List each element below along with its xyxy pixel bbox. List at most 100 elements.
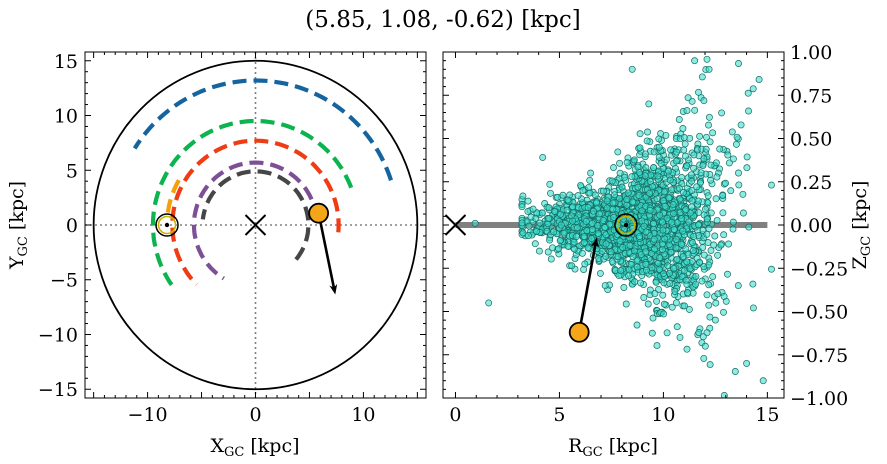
star-point — [636, 130, 644, 138]
star-point — [672, 299, 680, 307]
star-point — [719, 192, 727, 200]
star-point — [744, 89, 752, 97]
star-point — [749, 280, 757, 288]
star-point — [718, 109, 726, 117]
star-point — [636, 232, 644, 240]
star-point — [699, 244, 707, 251]
star-point — [663, 329, 671, 337]
star-point — [599, 187, 607, 195]
star-point — [683, 162, 691, 170]
star-point — [622, 300, 630, 308]
star-point — [682, 276, 690, 284]
star-point — [731, 368, 739, 375]
star-point — [660, 269, 667, 277]
right-xtick-label: 15 — [755, 404, 779, 426]
star-point — [707, 176, 715, 184]
star-point — [707, 246, 715, 254]
star-point — [631, 278, 639, 286]
star-point — [679, 227, 687, 235]
star-point — [544, 248, 552, 256]
star-point — [588, 235, 596, 243]
right-galactic-center-marker — [444, 214, 467, 236]
star-point — [719, 209, 727, 217]
star-point — [679, 253, 687, 261]
right-ytick-label: −0.75 — [790, 345, 848, 367]
star-point — [625, 272, 633, 280]
star-point — [634, 163, 642, 171]
star-point — [695, 221, 702, 229]
star-point — [609, 205, 617, 213]
star-point — [713, 216, 721, 224]
star-point — [606, 220, 614, 228]
star-point — [630, 156, 638, 164]
star-point — [709, 129, 717, 137]
star-point — [623, 158, 631, 166]
star-point — [675, 116, 683, 123]
star-point — [685, 218, 693, 226]
star-point — [536, 219, 544, 227]
star-point — [644, 128, 651, 136]
star-point — [620, 284, 628, 291]
star-point — [720, 231, 728, 239]
star-point — [685, 305, 693, 313]
star-point — [591, 191, 599, 199]
star-point — [720, 292, 728, 300]
left-ytick-label: 0 — [66, 215, 78, 237]
star-point — [739, 209, 747, 217]
star-point — [635, 191, 643, 199]
spiral-arm-5 — [191, 160, 319, 281]
right-xlabel: RGC [kpc] — [568, 435, 658, 460]
star-point — [636, 144, 644, 152]
star-point — [649, 183, 656, 191]
star-point — [717, 241, 725, 249]
star-point — [545, 215, 552, 222]
star-point — [692, 273, 700, 280]
star-point — [609, 199, 617, 207]
star-point — [661, 235, 669, 243]
star-point — [586, 176, 594, 184]
star-point — [695, 88, 702, 96]
star-point — [539, 153, 547, 161]
star-point — [702, 145, 710, 153]
star-point — [755, 76, 763, 83]
star-point — [743, 359, 751, 367]
star-point — [670, 264, 678, 272]
star-point — [603, 197, 611, 205]
star-point — [722, 179, 729, 187]
star-point — [716, 145, 724, 153]
star-point — [768, 181, 775, 189]
star-point — [629, 198, 637, 206]
star-point — [675, 184, 683, 192]
star-point — [705, 121, 712, 129]
star-point — [527, 213, 535, 221]
star-point — [660, 300, 668, 308]
star-cloud — [471, 55, 775, 398]
star-point — [559, 191, 567, 199]
star-point — [656, 254, 664, 262]
star-point — [749, 85, 757, 93]
star-point — [628, 65, 636, 73]
star-point — [645, 100, 653, 108]
right-velocity-arrow — [577, 237, 599, 333]
star-point — [651, 290, 659, 298]
star-point — [547, 255, 555, 263]
star-point — [706, 313, 714, 321]
star-point — [648, 264, 656, 272]
star-point — [739, 397, 742, 398]
left-panel: −10 0 10 −15 −10 −5 0 5 10 15 XGC [kpc] YGC [kpc] — [6, 51, 427, 460]
star-point — [630, 247, 638, 255]
star-point — [729, 218, 737, 226]
star-point — [712, 299, 720, 307]
star-point — [579, 187, 587, 194]
star-point — [704, 199, 712, 207]
left-xtick-label: 10 — [351, 404, 375, 426]
right-ytick-label: −0.50 — [790, 302, 848, 324]
star-point — [672, 244, 680, 252]
right-ytick-label: 0.75 — [790, 85, 832, 107]
star-point — [659, 218, 666, 226]
left-xtick-label: 0 — [249, 404, 261, 426]
star-point — [642, 248, 650, 256]
star-point — [518, 203, 526, 211]
star-point — [732, 140, 740, 148]
star-point — [649, 314, 657, 322]
